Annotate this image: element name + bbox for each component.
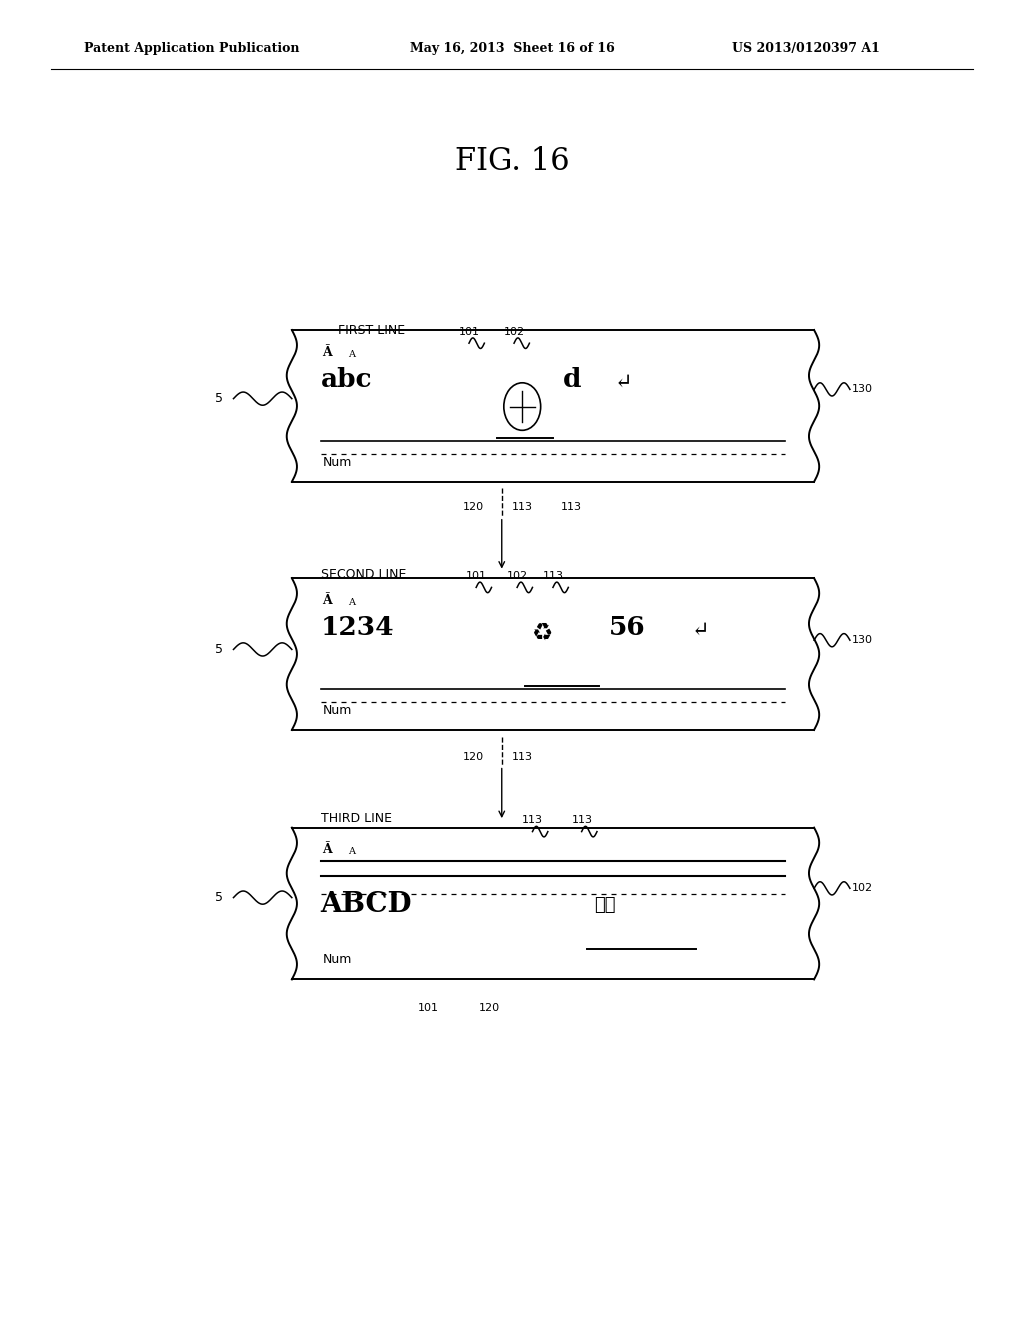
Text: FIRST LINE: FIRST LINE (338, 323, 406, 337)
Text: 113: 113 (561, 502, 583, 512)
Text: A: A (348, 350, 355, 359)
Text: 120: 120 (463, 752, 484, 763)
Text: abc: abc (321, 367, 372, 392)
Text: ↵: ↵ (614, 372, 632, 391)
Text: Num: Num (323, 455, 352, 469)
Text: 5: 5 (215, 891, 223, 904)
Text: 120: 120 (463, 502, 484, 512)
Text: FIG. 16: FIG. 16 (455, 145, 569, 177)
Text: ↵: ↵ (691, 620, 709, 639)
Text: 102: 102 (504, 326, 525, 337)
Text: SECOND LINE: SECOND LINE (321, 568, 406, 581)
Text: Patent Application Publication: Patent Application Publication (84, 42, 299, 55)
Text: May 16, 2013  Sheet 16 of 16: May 16, 2013 Sheet 16 of 16 (410, 42, 614, 55)
Text: 101: 101 (459, 326, 480, 337)
Text: A: A (348, 598, 355, 607)
Text: 113: 113 (522, 814, 544, 825)
Text: 120: 120 (479, 1003, 501, 1014)
Text: Num: Num (323, 704, 352, 717)
Text: 102: 102 (852, 883, 873, 894)
Text: 5: 5 (215, 643, 223, 656)
Text: ABCD: ABCD (321, 891, 412, 917)
Text: ⛹⛹: ⛹⛹ (594, 896, 615, 915)
Text: 56: 56 (609, 615, 646, 640)
Text: 1234: 1234 (321, 615, 394, 640)
Text: d: d (563, 367, 582, 392)
Text: 113: 113 (543, 570, 564, 581)
Text: ♻: ♻ (532, 620, 554, 644)
Text: Ā: Ā (323, 843, 333, 857)
Text: A: A (348, 847, 355, 857)
Text: 113: 113 (571, 814, 593, 825)
Text: Num: Num (323, 953, 352, 966)
Text: 130: 130 (852, 384, 873, 395)
Text: Ā: Ā (323, 594, 333, 607)
Text: US 2013/0120397 A1: US 2013/0120397 A1 (732, 42, 880, 55)
Text: THIRD LINE: THIRD LINE (321, 812, 391, 825)
Text: 130: 130 (852, 635, 873, 645)
Text: 101: 101 (466, 570, 487, 581)
Text: 5: 5 (215, 392, 223, 405)
Text: 102: 102 (507, 570, 528, 581)
Text: Ā: Ā (323, 346, 333, 359)
Text: 113: 113 (512, 752, 534, 763)
Text: 101: 101 (418, 1003, 439, 1014)
Text: 113: 113 (512, 502, 534, 512)
